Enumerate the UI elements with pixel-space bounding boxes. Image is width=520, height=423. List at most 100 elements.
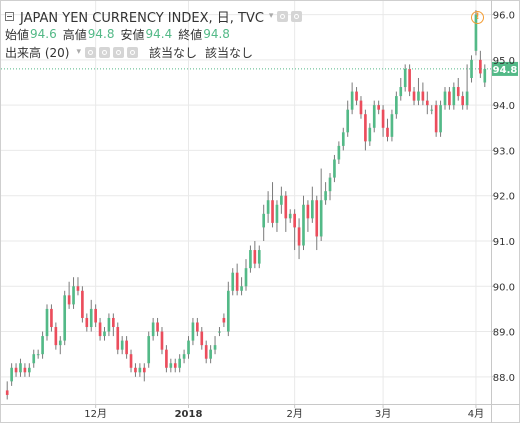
visibility-icon[interactable]: [277, 10, 289, 22]
x-tick-label: 2018: [175, 409, 203, 420]
candle-body: [134, 367, 137, 373]
last-price-badge: [492, 61, 518, 76]
candle-body: [395, 96, 398, 115]
candle-body: [461, 96, 465, 106]
candle-body: [129, 354, 133, 368]
candle-body: [479, 59, 482, 74]
candle-body: [341, 132, 345, 146]
candle-body: [19, 363, 22, 373]
candle-body: [425, 100, 429, 106]
chevron-down-icon[interactable]: ▾: [268, 11, 274, 21]
candle-body: [187, 340, 190, 355]
high-label: 高値: [62, 27, 87, 42]
low-label: 安値: [120, 27, 145, 42]
candle-body: [120, 340, 124, 350]
candle-body: [5, 390, 9, 395]
candle-body: [41, 336, 44, 355]
candle-body: [103, 331, 106, 337]
candle-body: [32, 354, 36, 364]
candle-body: [430, 109, 434, 111]
candle-body: [63, 295, 67, 341]
visibility-icon[interactable]: [84, 46, 96, 58]
candle-body: [10, 367, 13, 382]
candle-body: [324, 191, 327, 201]
candle-body: [297, 227, 301, 246]
candle-body: [333, 159, 336, 178]
candle-body: [306, 204, 310, 219]
candle-body: [85, 317, 89, 328]
chevron-down-icon[interactable]: ▾: [76, 47, 81, 57]
candle-body: [191, 322, 195, 341]
candle-body: [337, 145, 341, 160]
candle-body: [182, 354, 186, 359]
candle-body: [23, 367, 27, 373]
candle-body: [204, 345, 208, 359]
candle-body: [474, 14, 478, 51]
candle-body: [284, 195, 288, 219]
open-label: 始値: [5, 27, 30, 42]
candle-body: [443, 91, 447, 106]
candle-body: [218, 331, 221, 333]
ohlc-row: 始値 94.6 高値 94.8 安値 94.4 終値 94.8: [5, 26, 305, 42]
candle-body: [45, 308, 49, 337]
close-label: 終値: [178, 27, 203, 42]
y-tick-label: 91.0: [493, 237, 515, 248]
candle-body: [54, 327, 58, 346]
candle-body: [200, 331, 204, 346]
collapse-icon[interactable]: [5, 11, 14, 21]
candle-body: [350, 91, 354, 110]
candle-body: [275, 204, 279, 223]
candle-body: [448, 91, 451, 106]
y-tick-label: 96.0: [493, 11, 515, 22]
candle-body: [386, 127, 389, 137]
open-value: 94.6: [30, 27, 57, 41]
y-tick-label: 95.0: [493, 56, 515, 67]
close-icon[interactable]: [126, 46, 138, 58]
warning-icon[interactable]: !: [471, 11, 484, 24]
candle-body: [483, 68, 487, 83]
candle-body: [417, 91, 420, 101]
candle-body: [125, 340, 128, 355]
volume-value: 該当なし: [148, 45, 197, 60]
low-value: 94.4: [145, 27, 173, 41]
y-tick-label: 89.0: [493, 328, 515, 339]
x-tick-label: 12月: [84, 408, 107, 420]
candle-body: [235, 272, 239, 291]
volume-indicator-name[interactable]: 出来高 (20): [5, 45, 70, 60]
candle-body: [112, 317, 115, 328]
candle-body: [293, 213, 296, 228]
candle-body: [439, 105, 442, 133]
candle-body: [408, 68, 411, 92]
candle-body: [377, 105, 380, 110]
y-tick-label: 90.0: [493, 282, 515, 293]
x-tick-label: 4月: [468, 408, 484, 420]
candle-body: [76, 286, 80, 291]
settings-icon[interactable]: [291, 10, 303, 22]
candle-body: [231, 272, 235, 291]
candle-body: [288, 213, 292, 219]
close-value: 94.8: [203, 27, 230, 41]
add-icon[interactable]: [112, 46, 124, 58]
high-value: 94.8: [87, 27, 115, 41]
candle-body: [368, 127, 372, 142]
candle-body: [98, 322, 102, 337]
candle-body: [165, 349, 168, 368]
candle-body: [226, 290, 230, 332]
candle-body: [390, 114, 394, 137]
candle-body: [240, 286, 243, 291]
settings-icon[interactable]: [98, 46, 110, 58]
symbol-title[interactable]: JAPAN YEN CURRENCY INDEX, 日, TVC: [20, 10, 264, 26]
legend-title-row: JAPAN YEN CURRENCY INDEX, 日, TVC ▾: [5, 8, 305, 26]
candle-body: [178, 358, 181, 368]
candle-body: [381, 109, 385, 128]
x-tick-label: 2月: [286, 408, 302, 420]
candle-body: [244, 268, 248, 287]
candle-body: [196, 322, 199, 332]
candle-body: [262, 213, 266, 228]
candle-body: [280, 195, 283, 205]
candle-body: [311, 200, 314, 219]
candle-body: [94, 308, 97, 323]
